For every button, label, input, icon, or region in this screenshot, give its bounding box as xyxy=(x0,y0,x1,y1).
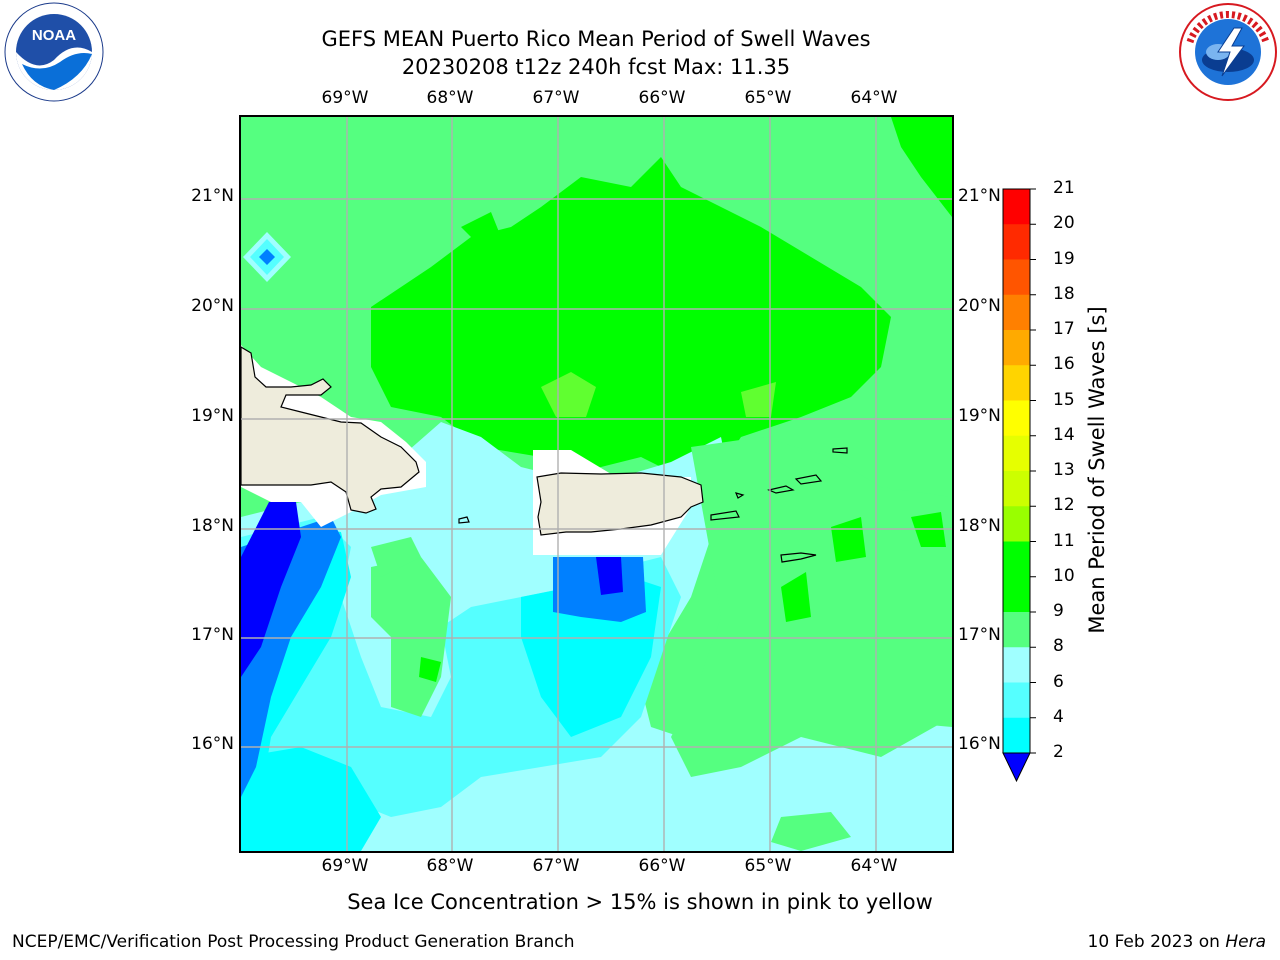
contour-11-south xyxy=(419,657,441,682)
land-mona xyxy=(458,516,470,524)
colorbar xyxy=(1002,188,1036,783)
lon-tick-top: 67°W xyxy=(532,88,580,108)
lon-tick-top: 68°W xyxy=(426,88,474,108)
graticule xyxy=(241,117,952,851)
colorbar-segment xyxy=(1003,330,1030,366)
colorbar-label: 2 xyxy=(1053,742,1064,762)
contour-4-6-pr xyxy=(553,557,646,622)
contour-10-11-nw xyxy=(461,212,501,247)
contour-2-4-pr xyxy=(596,557,623,595)
lon-tick-bottom: 69°W xyxy=(321,856,369,876)
lon-tick-top: 69°W xyxy=(321,88,369,108)
colorbar-label: 4 xyxy=(1053,706,1064,727)
lon-tick-top: 66°W xyxy=(638,88,686,108)
lat-tick-left: 16°N xyxy=(191,734,234,754)
lat-tick-right: 17°N xyxy=(958,625,1001,645)
footer-date: 10 Feb 2023 on Hera xyxy=(1088,932,1266,952)
colorbar-segment xyxy=(1003,259,1030,296)
colorbar-label: 14 xyxy=(1053,424,1075,445)
lat-tick-left: 18°N xyxy=(191,516,234,536)
chart-title: GEFS MEAN Puerto Rico Mean Period of Swe… xyxy=(321,27,871,51)
lon-tick-bottom: 67°W xyxy=(532,856,580,876)
colorbar-label: 8 xyxy=(1053,636,1064,657)
colorbar-segment xyxy=(1003,647,1030,683)
lat-tick-left: 21°N xyxy=(191,186,234,206)
lon-tick-bottom: 68°W xyxy=(426,856,474,876)
contour-nw-spot-inner xyxy=(259,249,275,265)
lat-tick-right: 18°N xyxy=(958,516,1001,536)
nws-logo xyxy=(1179,3,1277,101)
colorbar-segment xyxy=(1003,471,1030,507)
lat-tick-left: 19°N xyxy=(191,406,234,426)
colorbar-segment xyxy=(1003,541,1030,578)
land-hispaniola xyxy=(241,346,420,514)
colorbar-segment xyxy=(1003,506,1030,542)
lon-tick-top: 65°W xyxy=(744,88,792,108)
contour-12-13-e xyxy=(741,382,776,417)
land-st-croix xyxy=(780,552,817,563)
colorbar-label: 15 xyxy=(1053,389,1075,410)
colorbar-segment xyxy=(1003,576,1030,613)
colorbar-segment xyxy=(1003,612,1030,648)
contour-10-se xyxy=(771,812,851,851)
colorbar-label: 12 xyxy=(1053,495,1075,516)
colorbar-label: 21 xyxy=(1053,178,1075,198)
sea-ice-note: Sea Ice Concentration > 15% is shown in … xyxy=(347,890,933,914)
lon-tick-bottom: 64°W xyxy=(850,856,898,876)
noaa-logo-text: NOAA xyxy=(32,27,76,44)
colorbar-segment xyxy=(1003,294,1030,331)
colorbar-segment xyxy=(1003,224,1030,260)
colorbar-segment xyxy=(1003,189,1030,225)
contour-10-south-2 xyxy=(371,537,421,577)
lat-tick-left: 20°N xyxy=(191,296,234,316)
colorbar-label: 20 xyxy=(1053,213,1075,234)
lat-tick-right: 16°N xyxy=(958,734,1001,754)
contour-2-4 xyxy=(241,502,301,677)
footer-date-text: 10 Feb 2023 on xyxy=(1087,932,1226,952)
footer-host: Hera xyxy=(1225,932,1266,952)
lat-tick-right: 19°N xyxy=(958,406,1001,426)
colorbar-label: 9 xyxy=(1053,601,1064,621)
colorbar-title: Mean Period of Swell Waves [s] xyxy=(1085,306,1109,634)
swell-period-map xyxy=(241,117,952,851)
contour-10-11-ne xyxy=(891,117,952,217)
lon-tick-bottom: 65°W xyxy=(744,856,792,876)
noaa-logo: NOAA xyxy=(4,2,104,102)
colorbar-label: 18 xyxy=(1053,283,1075,304)
land-virgin-islands xyxy=(734,447,848,499)
colorbar-label: 11 xyxy=(1053,530,1075,551)
colorbar-label: 6 xyxy=(1053,671,1064,692)
colorbar-label: 16 xyxy=(1053,354,1075,375)
colorbar-label: 17 xyxy=(1053,319,1075,339)
contour-11-east-2 xyxy=(831,517,866,562)
colorbar-segment xyxy=(1003,717,1030,754)
colorbar-label: 13 xyxy=(1053,460,1075,480)
map-panel xyxy=(239,115,954,853)
lat-tick-left: 17°N xyxy=(191,625,234,645)
lon-tick-bottom: 66°W xyxy=(638,856,686,876)
colorbar-segment xyxy=(1003,435,1030,472)
colorbar-label: 10 xyxy=(1053,565,1075,586)
colorbar-segment xyxy=(1003,400,1030,437)
lon-tick-top: 64°W xyxy=(850,88,898,108)
contour-12-13 xyxy=(541,372,596,417)
lat-tick-right: 21°N xyxy=(958,186,1001,206)
colorbar-extend-triangle xyxy=(1002,752,1031,783)
footer-branch: NCEP/EMC/Verification Post Processing Pr… xyxy=(12,932,575,952)
colorbar-segment xyxy=(1003,365,1030,401)
contour-10-east-band xyxy=(671,437,952,777)
contour-6-8-s xyxy=(241,747,381,851)
colorbar-segment xyxy=(1003,682,1030,719)
land-vieques xyxy=(710,510,740,521)
colorbar-label: 19 xyxy=(1053,248,1075,269)
chart-subtitle: 20230208 t12z 240h fcst Max: 11.35 xyxy=(401,55,791,79)
contour-11-east xyxy=(781,572,811,622)
lat-tick-right: 20°N xyxy=(958,296,1001,316)
